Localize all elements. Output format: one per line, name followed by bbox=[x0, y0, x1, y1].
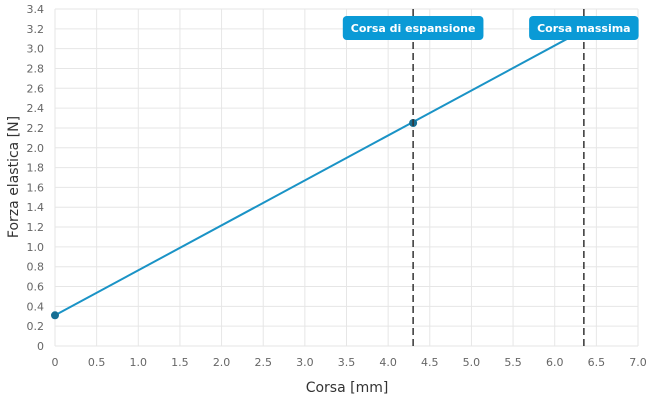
y-tick-label: 2.8 bbox=[27, 62, 45, 75]
x-tick-label: 4.0 bbox=[379, 356, 397, 369]
y-tick-label: 0.8 bbox=[27, 261, 45, 274]
series bbox=[51, 28, 585, 320]
annotation-labels: Corsa di espansione Corsa massima bbox=[342, 16, 639, 40]
y-tick-label: 3.0 bbox=[27, 43, 45, 56]
y-tick-label: 3.2 bbox=[27, 23, 45, 36]
y-tick-label: 2.2 bbox=[27, 122, 45, 135]
x-tick-label: 6.0 bbox=[546, 356, 564, 369]
x-axis-ticks: 0 0.5 1.0 1.5 2.0 2.5 3.0 3.5 4.0 4.5 5.0 5.5 6.0 6.5… bbox=[52, 356, 647, 369]
y-tick-label: 0.4 bbox=[27, 300, 45, 313]
y-axis-ticks: 0 0.2 0.4 0.6 0.8 1.0 1.2 1.4 1.6 1.8 2.0 2.2 2.4 2.6… bbox=[27, 3, 45, 353]
x-tick-label: 5.0 bbox=[463, 356, 481, 369]
y-tick-label: 0.6 bbox=[27, 281, 45, 294]
y-tick-label: 1.8 bbox=[27, 162, 45, 175]
series-line bbox=[54, 28, 585, 317]
y-tick-label: 3.4 bbox=[27, 3, 45, 16]
x-tick-label: 3.5 bbox=[338, 356, 356, 369]
x-tick-label: 3.0 bbox=[296, 356, 314, 369]
annotation-lines bbox=[412, 9, 585, 346]
y-tick-label: 1.2 bbox=[27, 221, 45, 234]
x-tick-label: 7.0 bbox=[629, 356, 647, 369]
y-tick-label: 2.0 bbox=[27, 142, 45, 155]
y-tick-label: 2.4 bbox=[27, 102, 45, 115]
y-axis-label: Forza elastica [N] bbox=[6, 116, 22, 238]
annotation-label: Corsa di espansione bbox=[351, 22, 476, 35]
x-tick-label: 1.0 bbox=[130, 356, 148, 369]
grid bbox=[54, 8, 639, 347]
x-tick-label: 6.5 bbox=[588, 356, 606, 369]
x-tick-label: 2.5 bbox=[254, 356, 272, 369]
y-tick-label: 1.6 bbox=[27, 181, 45, 194]
x-tick-label: 2.0 bbox=[213, 356, 231, 369]
y-tick-label: 1.0 bbox=[27, 241, 45, 254]
data-point bbox=[51, 311, 59, 320]
y-tick-label: 0.2 bbox=[27, 320, 45, 333]
annotation-badge-bg bbox=[342, 16, 484, 40]
y-tick-label: 0 bbox=[37, 340, 44, 353]
x-axis-label: Corsa [mm] bbox=[306, 380, 389, 396]
annotation-badge: Corsa di espansione bbox=[342, 16, 484, 40]
x-tick-label: 4.5 bbox=[421, 356, 439, 369]
annotation-label: Corsa massima bbox=[537, 22, 631, 35]
x-tick-label: 0.5 bbox=[88, 356, 106, 369]
x-tick-label: 0 bbox=[52, 356, 59, 369]
annotation-badge-bg bbox=[529, 16, 639, 40]
x-tick-label: 5.5 bbox=[504, 356, 522, 369]
y-tick-label: 2.6 bbox=[27, 82, 45, 95]
annotation-badge: Corsa massima bbox=[529, 16, 639, 40]
x-tick-label: 1.5 bbox=[171, 356, 189, 369]
y-tick-label: 1.4 bbox=[27, 201, 45, 214]
